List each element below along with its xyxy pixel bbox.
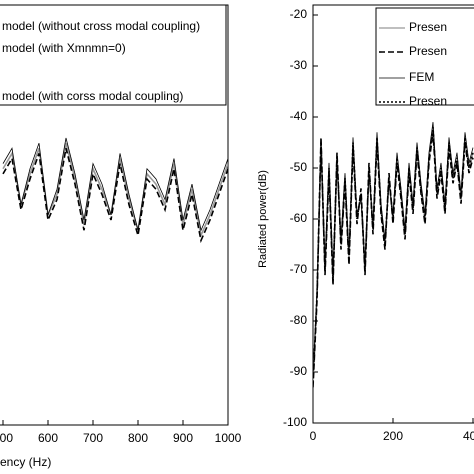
- y-tick-label: -100: [283, 415, 307, 429]
- legend-label: FEM: [409, 70, 434, 84]
- y-tick-label: -90: [290, 364, 308, 378]
- series-line: [2, 137, 228, 232]
- y-tick-label: -60: [290, 211, 308, 225]
- x-tick-label: 800: [128, 431, 148, 445]
- legend-label: Presen: [409, 44, 447, 58]
- x-tick-label: 200: [383, 429, 403, 443]
- series-line: [313, 127, 474, 383]
- legend-label: model (with Xmnmn=0): [2, 41, 126, 55]
- legend-label: model (with corss modal coupling): [2, 89, 183, 103]
- y-tick-label: -20: [290, 7, 308, 21]
- series-line: [2, 148, 228, 244]
- x-tick-label: 600: [38, 431, 58, 445]
- y-tick-label: -80: [290, 313, 308, 327]
- plot-frame: [312, 4, 474, 424]
- x-tick-label: 0: [310, 429, 317, 443]
- plot-area: [2, 137, 228, 244]
- y-tick-label: -50: [290, 160, 308, 174]
- y-tick-label: -40: [290, 109, 308, 123]
- y-axis-label: Radiated power(dB): [257, 170, 269, 268]
- x-axis-label: ency (Hz): [0, 455, 51, 469]
- x-tick-label: 400: [463, 429, 474, 443]
- legend-label: Presen: [409, 94, 447, 108]
- chart: 500 600 700 800 900 1000 ency (Hz) model (witho…: [0, 4, 242, 469]
- plot-area: [313, 122, 474, 388]
- x-tick-label: 700: [83, 431, 103, 445]
- x-tick-label: 900: [173, 431, 193, 445]
- x-tick-label: 500: [0, 431, 13, 445]
- legend-box: [375, 7, 474, 106]
- legend-label: Presen: [409, 20, 447, 34]
- chart: 0 200 400 -20 -30 -40 -50 -60 -70 -80 -90 -100 Radia…: [257, 4, 474, 443]
- y-tick-label: -30: [290, 58, 308, 72]
- legend-label: model (without cross modal coupling): [2, 19, 200, 33]
- legend-box: [0, 4, 227, 106]
- x-tick-label: 1000: [215, 431, 242, 445]
- y-tick-label: -70: [290, 262, 308, 276]
- series-line: [313, 132, 474, 388]
